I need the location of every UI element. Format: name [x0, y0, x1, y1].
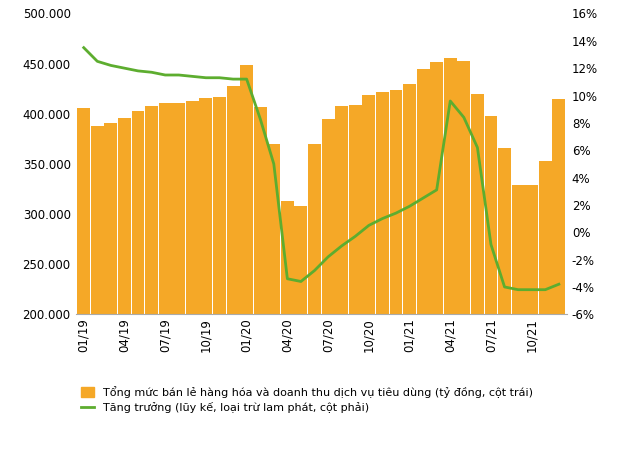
Bar: [105, 123, 117, 449]
Tăng trưởng (lũy kế, loại trừ lam phát, cột phải): [80, 45, 88, 50]
Bar: [525, 185, 538, 449]
Tăng trưởng (lũy kế, loại trừ lam phát, cột phải): [555, 282, 563, 287]
Bar: [186, 101, 199, 449]
Tăng trưởng (lũy kế, loại trừ lam phát, cột phải): [161, 72, 169, 78]
Tăng trưởng (lũy kế, loại trừ lam phát, cột phải): [229, 76, 237, 82]
Tăng trưởng (lũy kế, loại trừ lam phát, cột phải): [474, 145, 481, 150]
Bar: [484, 116, 498, 449]
Bar: [430, 62, 443, 449]
Tăng trưởng (lũy kế, loại trừ lam phát, cột phải): [420, 195, 427, 201]
Tăng trưởng (lũy kế, loại trừ lam phát, cột phải): [460, 114, 467, 120]
Tăng trưởng (lũy kế, loại trừ lam phát, cột phải): [121, 66, 129, 71]
Bar: [335, 106, 348, 449]
Bar: [267, 144, 280, 449]
Tăng trưởng (lũy kế, loại trừ lam phát, cột phải): [175, 72, 183, 78]
Bar: [362, 95, 375, 449]
Tăng trưởng (lũy kế, loại trừ lam phát, cột phải): [392, 211, 400, 216]
Tăng trưởng (lũy kế, loại trừ lam phát, cột phải): [311, 268, 318, 273]
Bar: [308, 144, 321, 449]
Line: Tăng trưởng (lũy kế, loại trừ lam phát, cột phải): Tăng trưởng (lũy kế, loại trừ lam phát, …: [84, 48, 559, 290]
Legend: Tổng mức bán lẻ hàng hóa và doanh thu dịch vụ tiêu dùng (tỷ đồng, cột trái), Tăn: Tổng mức bán lẻ hàng hóa và doanh thu dị…: [81, 386, 534, 414]
Bar: [227, 86, 239, 449]
Tăng trưởng (lũy kế, loại trừ lam phát, cột phải): [215, 75, 223, 80]
Tăng trưởng (lũy kế, loại trừ lam phát, cột phải): [365, 223, 372, 228]
Bar: [416, 69, 430, 449]
Tăng trưởng (lũy kế, loại trừ lam phát, cột phải): [542, 287, 549, 292]
Bar: [254, 107, 266, 449]
Bar: [294, 206, 307, 449]
Tăng trưởng (lũy kế, loại trừ lam phát, cột phải): [256, 116, 264, 122]
Bar: [539, 161, 552, 449]
Tăng trưởng (lũy kế, loại trừ lam phát, cột phải): [134, 68, 142, 74]
Bar: [498, 148, 511, 449]
Tăng trưởng (lũy kế, loại trừ lam phát, cột phải): [107, 63, 115, 68]
Tăng trưởng (lũy kế, loại trừ lam phát, cột phải): [447, 98, 454, 104]
Tăng trưởng (lũy kế, loại trừ lam phát, cột phải): [93, 59, 101, 64]
Tăng trưởng (lũy kế, loại trừ lam phát, cột phải): [379, 216, 386, 221]
Bar: [240, 65, 253, 449]
Bar: [159, 103, 171, 449]
Bar: [349, 105, 362, 449]
Bar: [213, 97, 226, 449]
Bar: [403, 84, 416, 449]
Tăng trưởng (lũy kế, loại trừ lam phát, cột phải): [487, 242, 495, 247]
Bar: [200, 98, 212, 449]
Tăng trưởng (lũy kế, loại trừ lam phát, cột phải): [284, 276, 291, 282]
Bar: [444, 57, 457, 449]
Tăng trưởng (lũy kế, loại trừ lam phát, cột phải): [188, 74, 196, 79]
Tăng trưởng (lũy kế, loại trừ lam phát, cột phải): [243, 76, 250, 82]
Tăng trưởng (lũy kế, loại trừ lam phát, cột phải): [297, 279, 305, 284]
Bar: [389, 90, 403, 449]
Tăng trưởng (lũy kế, loại trừ lam phát, cột phải): [338, 243, 345, 249]
Bar: [145, 106, 158, 449]
Tăng trưởng (lũy kế, loại trừ lam phát, cột phải): [270, 161, 278, 167]
Bar: [553, 99, 565, 449]
Tăng trưởng (lũy kế, loại trừ lam phát, cột phải): [352, 233, 359, 239]
Bar: [457, 61, 470, 449]
Tăng trưởng (lũy kế, loại trừ lam phát, cột phải): [202, 75, 210, 80]
Tăng trưởng (lũy kế, loại trừ lam phát, cột phải): [501, 284, 508, 290]
Bar: [118, 118, 131, 449]
Tăng trưởng (lũy kế, loại trừ lam phát, cột phải): [528, 287, 536, 292]
Tăng trưởng (lũy kế, loại trừ lam phát, cột phải): [433, 187, 440, 193]
Bar: [376, 92, 389, 449]
Bar: [281, 201, 294, 449]
Bar: [91, 126, 104, 449]
Tăng trưởng (lũy kế, loại trừ lam phát, cột phải): [324, 254, 332, 260]
Bar: [77, 108, 90, 449]
Tăng trưởng (lũy kế, loại trừ lam phát, cột phải): [148, 70, 156, 75]
Tăng trưởng (lũy kế, loại trừ lam phát, cột phải): [514, 287, 522, 292]
Bar: [471, 94, 484, 449]
Bar: [322, 119, 335, 449]
Bar: [173, 103, 185, 449]
Bar: [512, 185, 525, 449]
Tăng trưởng (lũy kế, loại trừ lam phát, cột phải): [406, 203, 413, 209]
Bar: [132, 111, 144, 449]
